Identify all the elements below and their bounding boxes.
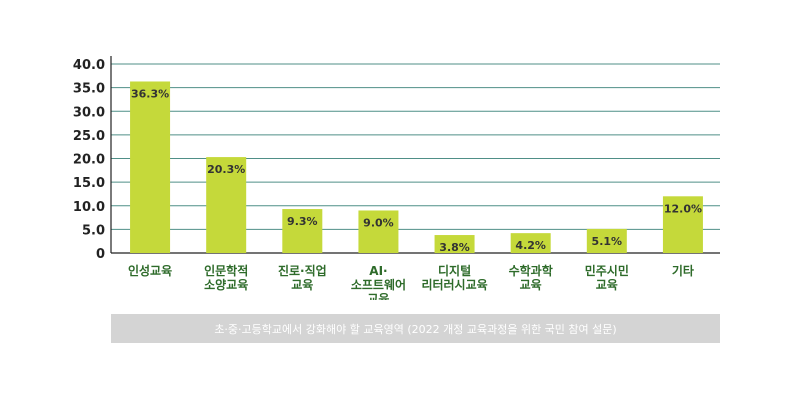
bar bbox=[358, 210, 399, 253]
x-tick-label: 민주시민 bbox=[585, 263, 629, 278]
bar bbox=[510, 233, 551, 253]
x-tick-label: 소양교육 bbox=[204, 277, 248, 292]
data-label: 9.3% bbox=[287, 215, 318, 228]
bar-chart: 0 5.0 10.0 15.0 20.0 25.0 30.0 35.0 40.0 36.3% 인성교… bbox=[73, 56, 720, 300]
y-tick-label: 25.0 bbox=[73, 129, 105, 144]
x-tick-label: 디지털 bbox=[438, 263, 471, 278]
x-tick-label: 교육 bbox=[291, 277, 313, 292]
x-tick-label: 인성교육 bbox=[128, 263, 172, 278]
y-tick-label: 35.0 bbox=[73, 82, 105, 97]
caption-bar: 초·중·고등학교에서 강화해야 할 교육영역 (2022 개정 교육과정을 위한… bbox=[111, 314, 720, 343]
chart-caption: 초·중·고등학교에서 강화해야 할 교육영역 (2022 개정 교육과정을 위한… bbox=[214, 322, 617, 336]
bar bbox=[206, 157, 247, 253]
x-tick-label: 수학과학 bbox=[509, 263, 553, 278]
y-tick-label: 0 bbox=[96, 247, 105, 262]
x-tick-label: 교육 bbox=[367, 291, 389, 300]
data-label: 3.8% bbox=[439, 241, 470, 254]
y-tick-label: 40.0 bbox=[73, 58, 105, 73]
x-tick-label: 기타 bbox=[672, 263, 694, 278]
y-tick-label: 20.0 bbox=[73, 153, 105, 168]
data-label: 4.2% bbox=[515, 239, 546, 252]
data-label: 20.3% bbox=[207, 163, 245, 176]
bar bbox=[282, 209, 323, 253]
bar bbox=[130, 81, 171, 253]
x-tick-label: 소프트웨어 bbox=[351, 277, 406, 292]
x-tick-label: 인문학적 bbox=[204, 263, 248, 278]
bar bbox=[434, 235, 475, 253]
data-label: 36.3% bbox=[131, 87, 169, 100]
data-label: 5.1% bbox=[592, 235, 623, 248]
data-label: 12.0% bbox=[664, 202, 702, 215]
y-tick-label: 15.0 bbox=[73, 176, 105, 191]
bar bbox=[586, 228, 627, 253]
x-tick-label: 교육 bbox=[520, 277, 542, 292]
x-tick-label: 교육 bbox=[596, 277, 618, 292]
data-label: 9.0% bbox=[363, 216, 394, 229]
x-tick-label: 진로·직업 bbox=[278, 263, 327, 278]
x-tick-label: 리터러시교육 bbox=[421, 277, 487, 292]
y-tick-label: 30.0 bbox=[73, 105, 105, 120]
y-tick-label: 10.0 bbox=[73, 200, 105, 215]
y-tick-label: 5.0 bbox=[82, 223, 105, 238]
bar bbox=[662, 196, 703, 253]
x-tick-label: AI· bbox=[369, 264, 387, 278]
